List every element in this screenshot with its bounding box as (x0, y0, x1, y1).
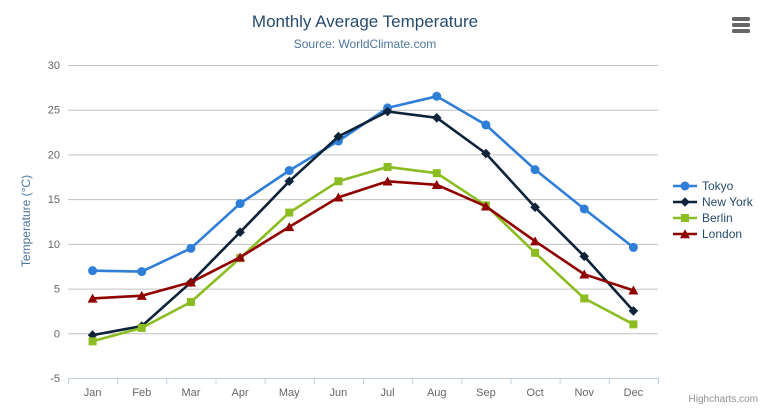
series-marker-square (531, 248, 540, 257)
highcharts-credits-link[interactable]: Highcharts.com (688, 394, 758, 405)
series-marker-triangle (382, 176, 393, 186)
legend-marker-triangle-icon (673, 229, 697, 239)
y-tick-label: 0 (54, 328, 60, 340)
series-marker-square (186, 297, 195, 306)
series-marker-triangle (480, 201, 491, 211)
series-marker-circle (137, 267, 147, 277)
series-marker-circle (235, 199, 245, 209)
y-tick-label: 30 (48, 60, 60, 72)
series-marker-circle (88, 266, 98, 276)
series-marker-diamond (431, 112, 442, 123)
legend-label: London (702, 227, 743, 241)
series-marker-square (88, 337, 97, 346)
series-marker-square (383, 162, 392, 171)
series-marker-circle (481, 120, 491, 130)
series-marker-triangle (284, 222, 295, 232)
series-marker-triangle (530, 236, 541, 246)
series-marker-triangle (579, 269, 590, 279)
series-marker-square (285, 208, 294, 217)
x-tick-label: May (279, 387, 300, 399)
series-line-new-york (91, 110, 635, 337)
series-marker-circle (680, 181, 690, 191)
series-line-berlin (91, 165, 635, 343)
series-marker-circle (579, 204, 589, 214)
hamburger-menu-icon (732, 29, 750, 33)
series-marker-triangle (431, 180, 442, 190)
x-tick-label: Dec (624, 387, 644, 399)
x-tick-label: Apr (232, 387, 249, 399)
series-marker-triangle (235, 252, 246, 262)
hamburger-menu-icon (732, 23, 750, 27)
series-new-york[interactable] (87, 106, 639, 340)
legend-item-new-york[interactable]: New York (672, 194, 753, 210)
legend: Tokyo New York Berlin London (672, 178, 753, 242)
chart-export-menu-button[interactable] (729, 14, 753, 36)
legend-item-berlin[interactable]: Berlin (672, 210, 753, 226)
series-tokyo[interactable] (88, 91, 638, 277)
series-marker-diamond (579, 251, 590, 262)
series-marker-square (681, 214, 689, 222)
series-marker-triangle (628, 285, 639, 295)
series-marker-triangle (185, 277, 196, 287)
series-marker-diamond (481, 148, 491, 159)
x-tick-label: Jul (381, 387, 395, 399)
series-marker-diamond (382, 106, 393, 117)
series-marker-circle (432, 91, 442, 101)
y-tick-label: 10 (48, 239, 60, 251)
legend-marker-square-icon (673, 214, 697, 222)
series-london[interactable] (87, 176, 639, 303)
x-tick-label: Feb (132, 387, 151, 399)
legend-label: New York (702, 195, 753, 209)
series-marker-diamond (333, 131, 344, 142)
legend-label: Berlin (702, 211, 733, 225)
series-marker-square (137, 323, 146, 332)
series-marker-circle (628, 242, 638, 252)
series-marker-circle (284, 166, 294, 176)
legend-item-london[interactable]: London (672, 226, 753, 242)
series-line-london (91, 180, 635, 300)
x-tick-label: Nov (574, 387, 594, 399)
legend-marker-circle-icon (673, 181, 697, 191)
legend-label: Tokyo (702, 179, 734, 193)
series-marker-triangle (333, 192, 344, 202)
y-tick-label: 15 (48, 194, 60, 206)
x-tick-label: Jun (330, 387, 348, 399)
series-marker-square (580, 294, 589, 303)
legend-item-tokyo[interactable]: Tokyo (672, 178, 753, 194)
hamburger-menu-icon (732, 17, 750, 21)
series-marker-diamond (628, 306, 639, 316)
y-tick-label: 20 (48, 149, 60, 161)
series-marker-diamond (87, 330, 98, 340)
series-marker-triangle (87, 293, 98, 303)
series-marker-triangle (136, 290, 147, 300)
x-tick-label: Aug (427, 387, 447, 399)
series-marker-diamond (284, 176, 295, 187)
series-marker-diamond (235, 227, 245, 238)
x-tick-label: Oct (527, 387, 544, 399)
series-marker-circle (186, 243, 196, 253)
x-tick-label: Mar (181, 387, 200, 399)
series-marker-square (629, 320, 638, 329)
series-marker-diamond (680, 197, 690, 207)
series-marker-circle (530, 165, 540, 175)
y-tick-label: 25 (48, 105, 60, 117)
legend-marker-diamond-icon (673, 197, 697, 207)
series-marker-square (432, 169, 441, 178)
series-marker-diamond (530, 202, 540, 212)
series-marker-square (334, 177, 343, 186)
y-tick-label: -5 (50, 373, 60, 385)
y-tick-label: 5 (54, 284, 60, 296)
x-tick-label: Jan (84, 387, 102, 399)
x-tick-label: Sep (476, 387, 496, 399)
series-marker-triangle (680, 229, 690, 239)
